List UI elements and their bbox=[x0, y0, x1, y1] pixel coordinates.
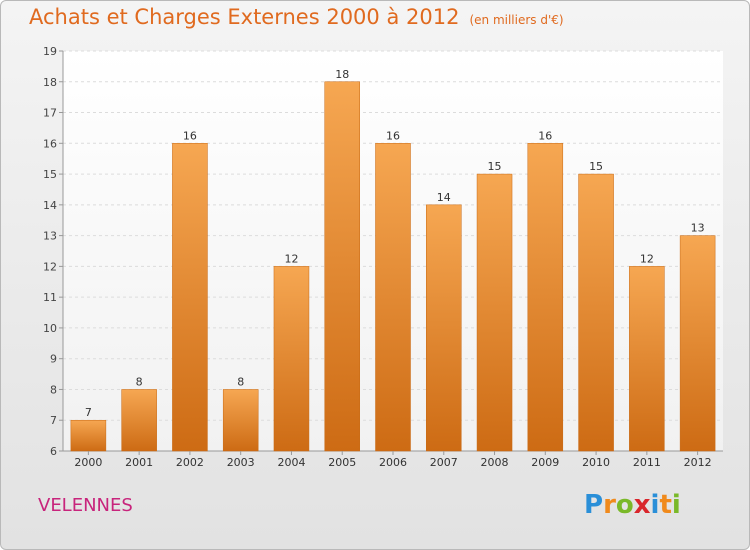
logo-letter: x bbox=[633, 490, 651, 520]
x-tick-label: 2012 bbox=[684, 456, 712, 469]
y-tick-label: 18 bbox=[43, 76, 57, 89]
chart-title: Achats et Charges Externes 2000 à 2012 (e… bbox=[29, 5, 564, 29]
x-tick-label: 2004 bbox=[277, 456, 305, 469]
bar-value-label: 16 bbox=[386, 129, 400, 142]
x-tick-label: 2001 bbox=[125, 456, 153, 469]
logo-letter: o bbox=[615, 490, 634, 520]
bar bbox=[375, 143, 411, 452]
bar bbox=[324, 81, 360, 452]
bar bbox=[426, 204, 462, 452]
bar bbox=[629, 266, 665, 452]
y-tick-label: 14 bbox=[43, 199, 57, 212]
y-tick-label: 11 bbox=[43, 291, 57, 304]
bar-value-label: 12 bbox=[284, 252, 298, 265]
y-tick-label: 17 bbox=[43, 107, 57, 120]
bar bbox=[527, 143, 564, 452]
logo-letter: i bbox=[650, 490, 660, 520]
y-tick-label: 6 bbox=[50, 445, 57, 458]
bar-value-label: 16 bbox=[538, 129, 552, 142]
x-tick-label: 2005 bbox=[328, 456, 356, 469]
bar-value-label: 15 bbox=[488, 160, 502, 173]
logo-letter: P bbox=[584, 490, 604, 520]
y-tick-label: 8 bbox=[50, 383, 57, 396]
logo-letter: i bbox=[671, 490, 681, 520]
x-tick-label: 2010 bbox=[582, 456, 610, 469]
bar bbox=[476, 173, 513, 452]
y-tick-label: 19 bbox=[43, 45, 57, 58]
bar bbox=[172, 143, 208, 452]
y-tick-label: 15 bbox=[43, 168, 57, 181]
logo-letter: r bbox=[603, 490, 616, 520]
bar-value-label: 13 bbox=[691, 222, 705, 235]
bar-value-label: 12 bbox=[640, 252, 654, 265]
bar bbox=[679, 235, 716, 452]
y-tick-label: 16 bbox=[43, 137, 57, 150]
bar bbox=[578, 173, 614, 452]
town-name: VELENNES bbox=[38, 495, 133, 516]
y-tick-label: 10 bbox=[43, 322, 57, 335]
bar bbox=[222, 389, 259, 452]
x-tick-label: 2002 bbox=[176, 456, 204, 469]
x-tick-label: 2011 bbox=[633, 456, 661, 469]
logo-letter: t bbox=[659, 490, 672, 520]
bar-value-label: 14 bbox=[437, 191, 451, 204]
x-tick-label: 2007 bbox=[430, 456, 458, 469]
y-tick-label: 9 bbox=[50, 353, 57, 366]
y-tick-label: 12 bbox=[43, 260, 57, 273]
chart-title-text: Achats et Charges Externes 2000 à 2012 bbox=[29, 5, 460, 29]
bar bbox=[273, 266, 310, 452]
bar-value-label: 15 bbox=[589, 160, 603, 173]
y-tick-label: 7 bbox=[50, 414, 57, 427]
bar-value-label: 8 bbox=[237, 375, 244, 388]
x-tick-label: 2000 bbox=[74, 456, 102, 469]
bar-value-label: 18 bbox=[335, 68, 349, 81]
x-tick-label: 2003 bbox=[227, 456, 255, 469]
y-tick-label: 13 bbox=[43, 230, 57, 243]
proxiti-logo: Proxiti bbox=[584, 490, 681, 520]
bar-value-label: 8 bbox=[136, 375, 143, 388]
x-tick-label: 2008 bbox=[481, 456, 509, 469]
bar-value-label: 16 bbox=[183, 129, 197, 142]
x-tick-label: 2006 bbox=[379, 456, 407, 469]
bar bbox=[70, 419, 107, 452]
x-tick-label: 2009 bbox=[531, 456, 559, 469]
bar bbox=[121, 389, 157, 452]
chart-unit: (en milliers d'€) bbox=[469, 13, 564, 27]
bar-value-label: 7 bbox=[85, 406, 92, 419]
